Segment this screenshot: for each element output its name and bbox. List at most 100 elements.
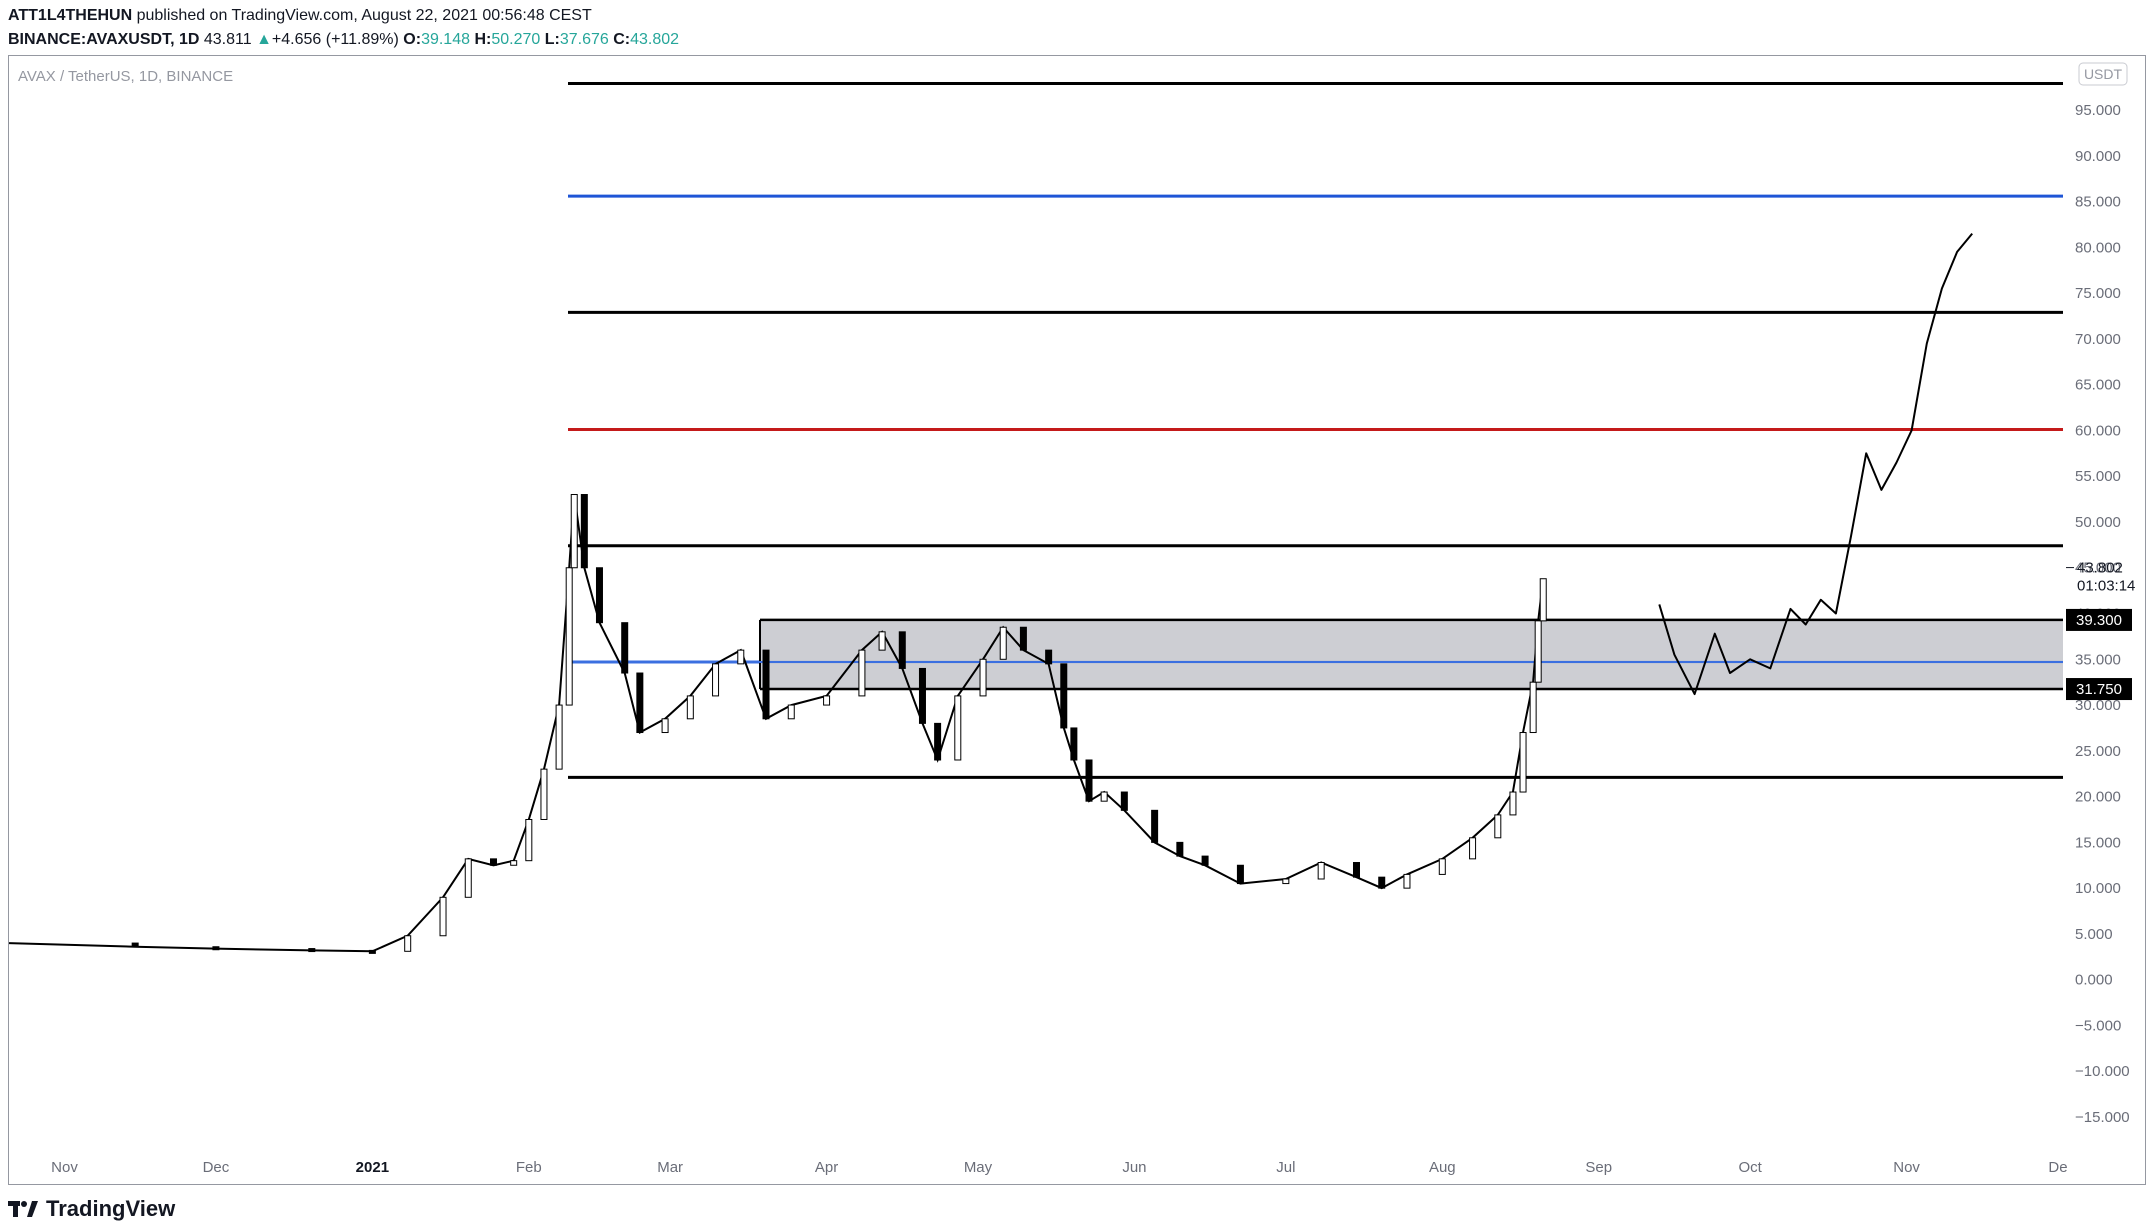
x-tick-label: De xyxy=(2048,1159,2067,1176)
last-price-label: 43.802 xyxy=(2077,560,2123,577)
price-candle-32 xyxy=(979,658,987,697)
chart-title: AVAX / TetherUS, 1D, BINANCE xyxy=(18,68,233,85)
y-tick-label: 80.000 xyxy=(2075,239,2121,256)
y-tick-label: 50.000 xyxy=(2075,514,2121,531)
y-tick-label: 5.000 xyxy=(2075,926,2113,943)
y-tick-label: 65.000 xyxy=(2075,377,2121,394)
price-candle-46 xyxy=(1317,862,1325,880)
last-price: 43.811 xyxy=(203,31,252,48)
price-candle-44 xyxy=(1236,864,1244,885)
price-candle-27 xyxy=(878,631,886,651)
time-axis[interactable]: Nov Dec 2021 Feb Mar Apr May Jun Jul Aug Sep Oct Nov… xyxy=(51,1159,2067,1176)
y-tick-label: −5.000 xyxy=(2075,1017,2121,1034)
y-tick-label: −10.000 xyxy=(2075,1063,2130,1080)
price-candle-57 xyxy=(1539,578,1547,622)
price-candle-21 xyxy=(712,663,720,697)
tradingview-brand: TradingView xyxy=(46,1196,176,1221)
currency-badge xyxy=(2078,62,2128,86)
y-tick-label: 25.000 xyxy=(2075,743,2121,760)
price-candle-34 xyxy=(1019,626,1027,651)
price-candle-19 xyxy=(661,718,669,734)
price-candle-38 xyxy=(1085,759,1093,802)
price-candle-56 xyxy=(1534,620,1542,683)
price-candle-25 xyxy=(823,695,831,706)
price-axis[interactable]: −15.000 −10.000 −5.000 0.000 5.000 10.000 15.0… xyxy=(2066,62,2135,1126)
y-tick-label: 10.000 xyxy=(2075,880,2121,897)
x-tick-label: Apr xyxy=(815,1159,838,1176)
y-tick-label: 55.000 xyxy=(2075,468,2121,485)
countdown-label: 01:03:14 xyxy=(2077,578,2135,595)
price-candle-51 xyxy=(1469,837,1477,860)
price-candle-36 xyxy=(1060,663,1068,729)
y-tick-label: 20.000 xyxy=(2075,789,2121,806)
x-tick-label: Mar xyxy=(657,1159,683,1176)
x-tick-label: Jun xyxy=(1122,1159,1146,1176)
price-candle-4 xyxy=(368,949,376,954)
y-tick-label: 30.000 xyxy=(2075,697,2121,714)
price-candle-17 xyxy=(621,622,629,674)
price-candle-22 xyxy=(737,649,745,665)
y-tick-label: 15.000 xyxy=(2075,834,2121,851)
price-candle-18 xyxy=(636,672,644,734)
x-tick-label: Jul xyxy=(1276,1159,1295,1176)
tradingview-logo-icon xyxy=(8,1201,38,1217)
tradingview-footer: TradingView xyxy=(8,1194,175,1224)
range-zone xyxy=(568,618,2063,691)
price-candle-1 xyxy=(131,942,139,948)
y-tick-label: 60.000 xyxy=(2075,422,2121,439)
price-candle-10 xyxy=(525,818,533,862)
price-candle-30 xyxy=(934,722,942,761)
y-tick-label: 0.000 xyxy=(2075,972,2113,989)
y-tick-label: 45.000 xyxy=(2075,560,2121,577)
x-tick-label: Oct xyxy=(1738,1159,1762,1176)
x-tick-label: 2021 xyxy=(356,1159,389,1176)
price-candle-26 xyxy=(858,649,866,697)
open-value: 39.148 xyxy=(421,31,470,48)
close-label: C: xyxy=(613,31,631,48)
x-tick-label: Sep xyxy=(1585,1159,1612,1176)
y-tick-label: 85.000 xyxy=(2075,194,2121,211)
price-candle-9 xyxy=(510,860,518,866)
y-tick-label: 75.000 xyxy=(2075,285,2121,302)
price-candle-48 xyxy=(1378,876,1386,889)
price-candle-3 xyxy=(308,948,316,953)
price-candle-12 xyxy=(555,704,563,770)
y-tick-label: 70.000 xyxy=(2075,331,2121,348)
price-candle-13 xyxy=(565,567,573,706)
price-candle-33 xyxy=(999,626,1007,660)
price-candle-24 xyxy=(787,704,795,720)
price-candle-52 xyxy=(1494,814,1502,839)
price-candle-35 xyxy=(1045,649,1053,665)
price-candle-31 xyxy=(954,695,962,761)
price-candle-5 xyxy=(404,935,412,952)
symbol-label: BINANCE:AVAXUSDT, 1D xyxy=(8,31,200,48)
publish-info: published on TradingView.com, August 22,… xyxy=(136,7,592,24)
price-candle-49 xyxy=(1403,873,1411,889)
up-arrow-icon: ▲ xyxy=(256,31,272,48)
price-candle-16 xyxy=(595,567,603,624)
x-tick-label: Nov xyxy=(1893,1159,1920,1176)
price-candle-29 xyxy=(918,667,926,724)
publish-line: ATT1L4THEHUN published on TradingView.co… xyxy=(8,4,679,28)
ohlc-line: BINANCE:AVAXUSDT, 1D 43.811 ▲+4.656 (+11… xyxy=(8,28,679,52)
y-tick-label: −15.000 xyxy=(2075,1109,2130,1126)
zone-price-tag-0 xyxy=(2066,608,2132,631)
zone-rect xyxy=(760,619,2063,690)
price-candle-40 xyxy=(1120,791,1128,811)
price-candle-50 xyxy=(1438,858,1446,875)
price-candle-41 xyxy=(1151,809,1159,843)
price-candle-23 xyxy=(762,649,770,720)
low-label: L: xyxy=(544,31,560,48)
price-candle-11 xyxy=(540,768,548,820)
zone-price-tag-label-1: 31.750 xyxy=(2076,681,2122,698)
projection-path xyxy=(1658,232,1973,696)
author-name[interactable]: ATT1L4THEHUN xyxy=(8,7,133,24)
price-candle-53 xyxy=(1509,791,1517,816)
chart-frame[interactable] xyxy=(8,55,2146,1185)
close-value: 43.802 xyxy=(630,31,680,48)
price-candle-6 xyxy=(439,896,447,937)
price-candle-8 xyxy=(489,858,497,866)
price-series xyxy=(8,494,1547,954)
x-tick-label: May xyxy=(964,1159,993,1176)
